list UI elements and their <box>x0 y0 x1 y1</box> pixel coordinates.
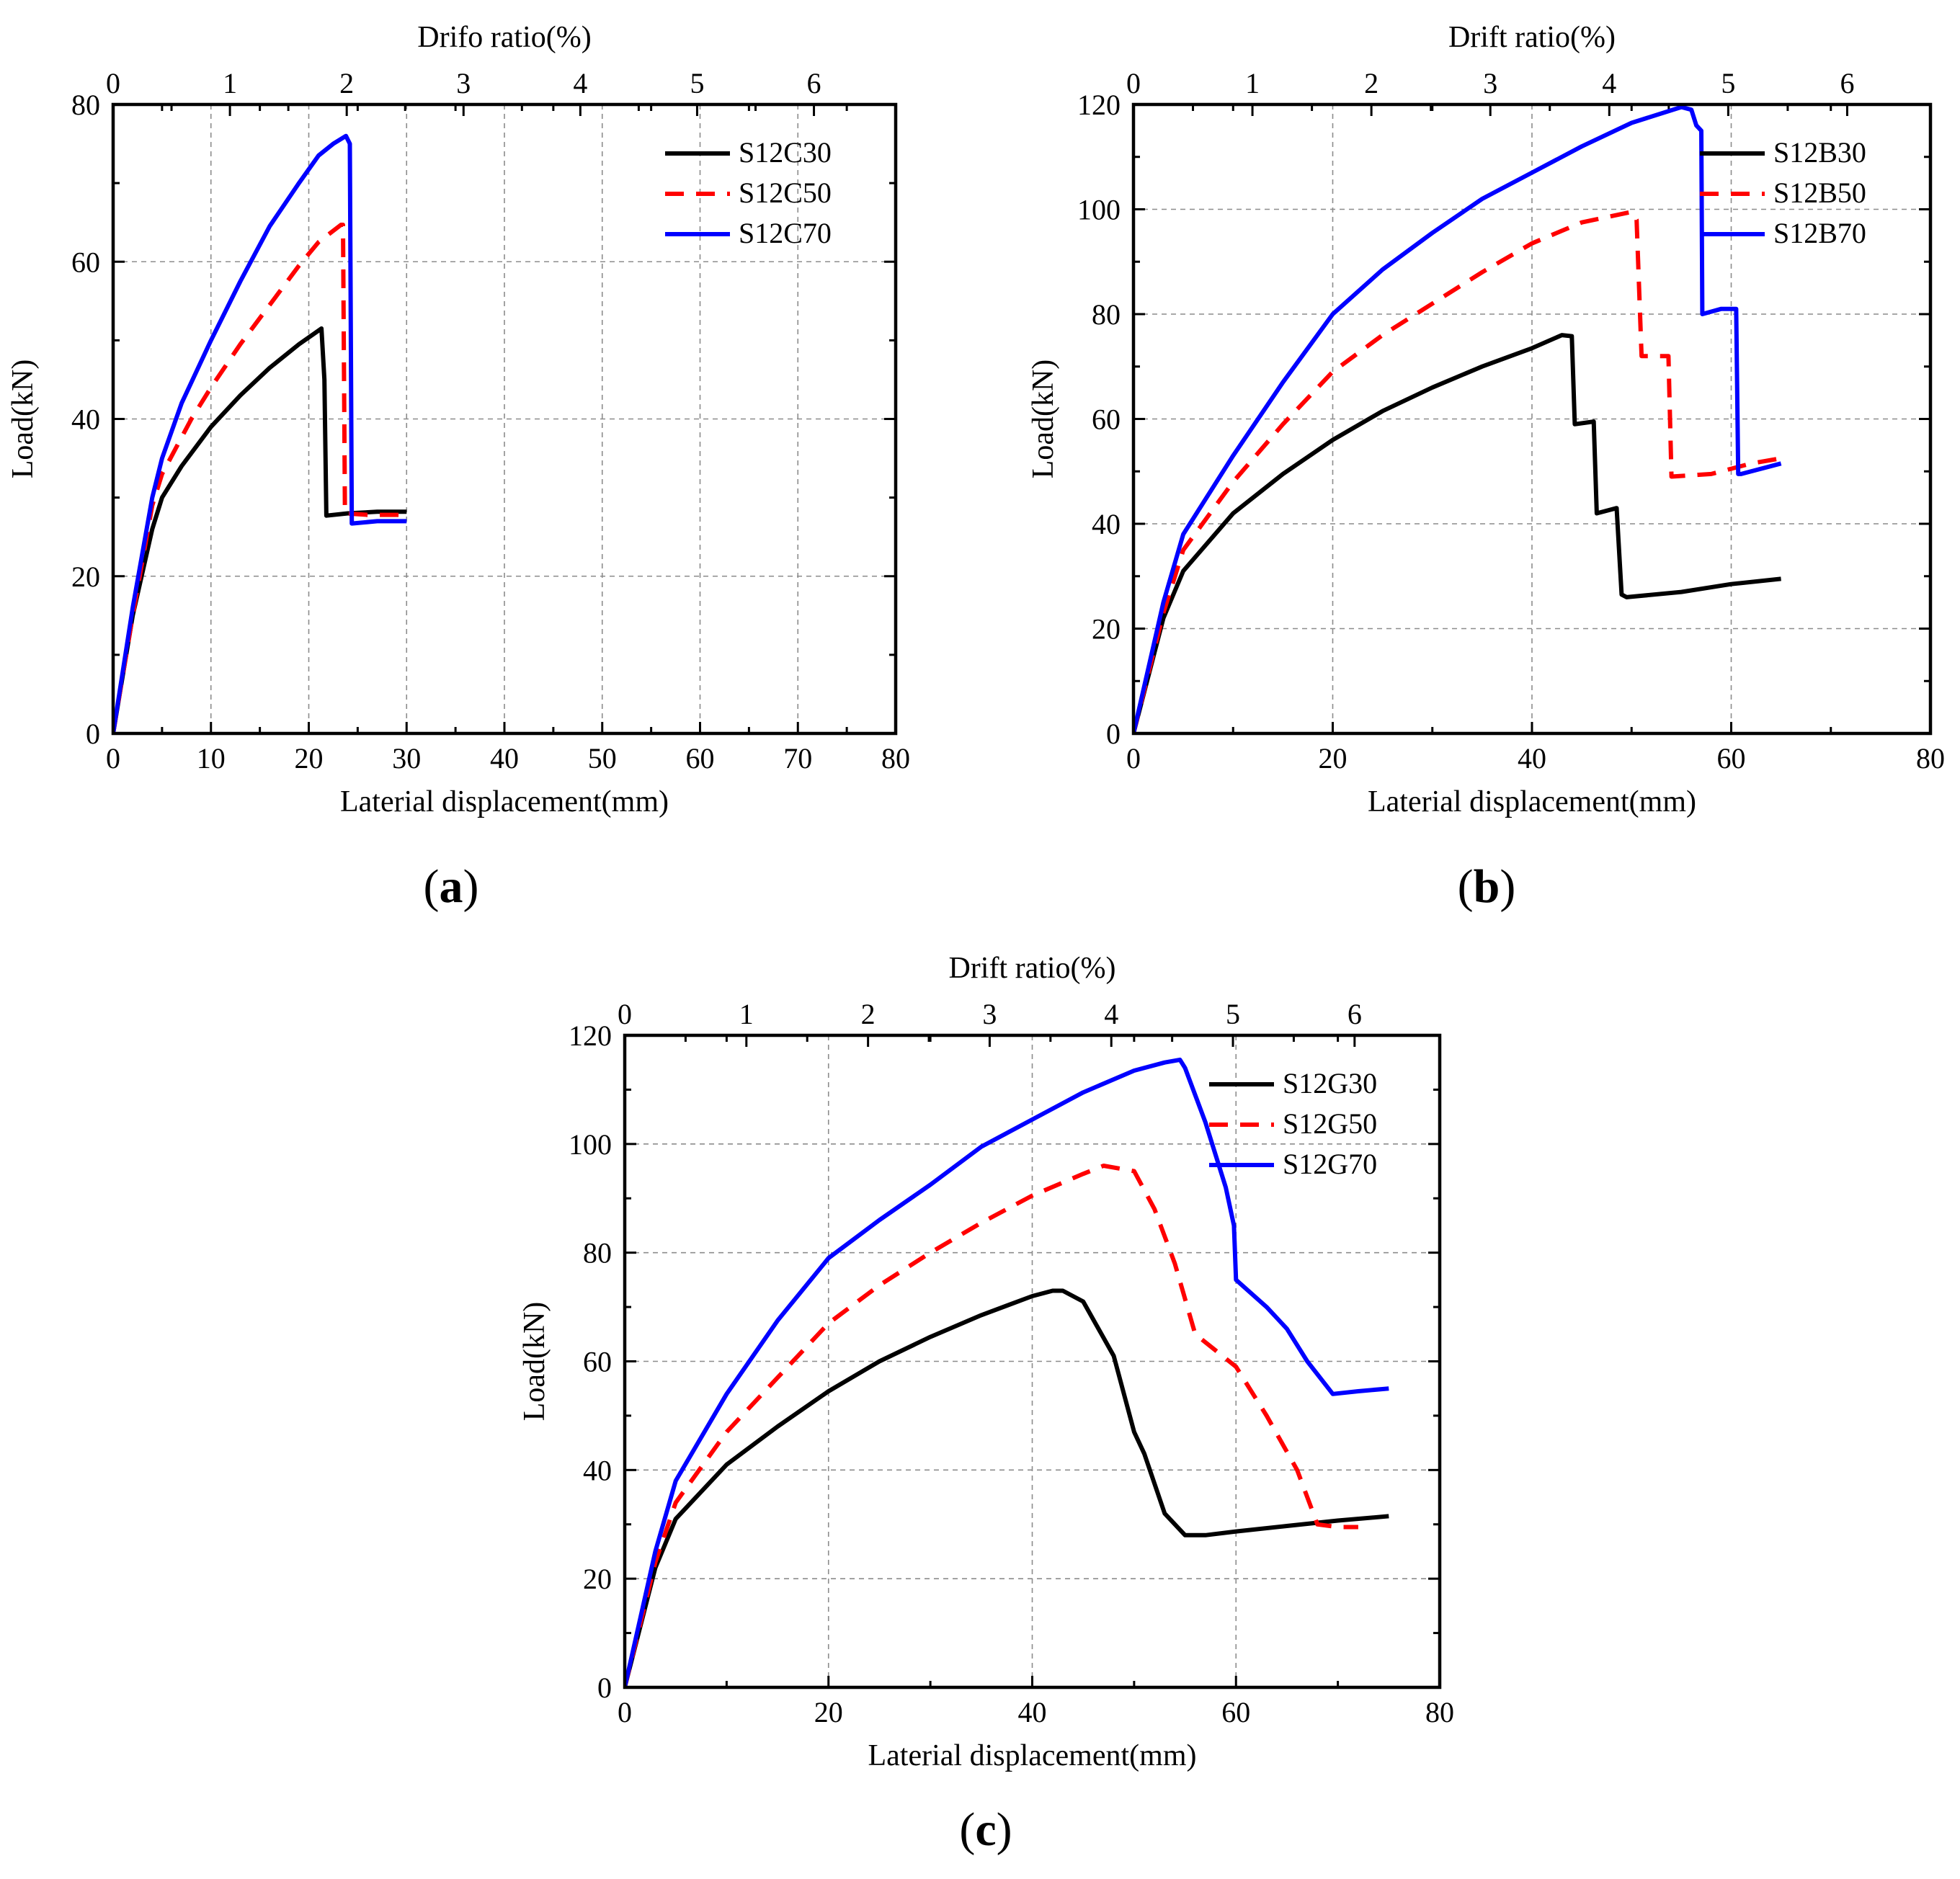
top-x-tick-label: 0 <box>1126 67 1141 99</box>
series-line-s12c50 <box>113 223 407 733</box>
x-tick-label: 60 <box>686 742 715 775</box>
x-axis-title: Laterial displacement(mm) <box>340 785 669 818</box>
x-tick-label: 80 <box>881 742 910 775</box>
y-tick-label: 40 <box>71 403 100 436</box>
series-line-s12g30 <box>625 1288 1389 1687</box>
top-x-axis-title: Drift ratio(%) <box>1448 21 1616 54</box>
top-x-tick-label: 4 <box>1104 998 1118 1030</box>
y-tick-label: 60 <box>71 246 100 278</box>
y-tick-label: 20 <box>583 1563 612 1595</box>
y-axis-title: Load(kN) <box>518 1302 551 1421</box>
legend-label: S12G70 <box>1283 1148 1377 1180</box>
series-group <box>625 1057 1389 1687</box>
legend-label: S12B70 <box>1773 217 1866 249</box>
y-tick-label: 20 <box>71 561 100 593</box>
panel-label: (b) <box>1458 860 1516 913</box>
x-tick-label: 80 <box>1425 1696 1454 1728</box>
top-x-axis-title: Drift ratio(%) <box>948 952 1115 985</box>
y-tick-label: 100 <box>569 1128 612 1161</box>
series-group <box>1133 104 1782 733</box>
series-line-s12b50 <box>1133 210 1782 733</box>
top-x-tick-label: 1 <box>1245 67 1260 99</box>
x-tick-label: 60 <box>1221 1696 1250 1728</box>
top-x-tick-label: 3 <box>456 67 471 99</box>
legend-label: S12B30 <box>1773 136 1866 169</box>
top-x-tick-label: 3 <box>1483 67 1497 99</box>
series-line-s12g50 <box>625 1164 1358 1687</box>
panel-label: (c) <box>959 1803 1012 1856</box>
y-tick-label: 40 <box>1092 508 1121 540</box>
x-tick-label: 10 <box>197 742 226 775</box>
x-tick-label: 80 <box>1916 742 1945 775</box>
top-x-tick-label: 1 <box>739 998 754 1030</box>
legend-label: S12C70 <box>739 217 832 249</box>
x-tick-label: 0 <box>106 742 120 775</box>
y-tick-label: 0 <box>86 718 100 750</box>
top-x-tick-label: 1 <box>223 67 237 99</box>
y-tick-label: 40 <box>583 1454 612 1486</box>
y-tick-label: 60 <box>583 1346 612 1378</box>
series-line-s12g70 <box>625 1057 1389 1687</box>
top-x-tick-label: 2 <box>1364 67 1378 99</box>
y-axis-title: Load(kN) <box>6 360 40 479</box>
top-x-tick-label: 0 <box>618 998 632 1030</box>
y-tick-label: 120 <box>569 1019 612 1052</box>
top-x-tick-label: 5 <box>1721 67 1735 99</box>
x-tick-label: 40 <box>1018 1696 1047 1728</box>
legend-label: S12G30 <box>1283 1067 1377 1099</box>
plot-frame <box>111 102 898 736</box>
x-tick-label: 20 <box>295 742 324 775</box>
y-tick-label: 0 <box>1106 718 1121 750</box>
x-tick-label: 40 <box>1518 742 1546 775</box>
top-x-tick-label: 4 <box>1602 67 1616 99</box>
y-tick-label: 80 <box>1092 298 1121 331</box>
y-tick-label: 20 <box>1092 613 1121 646</box>
legend-label: S12C30 <box>739 136 832 169</box>
x-tick-label: 20 <box>1319 742 1348 775</box>
y-tick-label: 100 <box>1077 194 1121 226</box>
legend-label: S12B50 <box>1773 177 1866 209</box>
x-tick-label: 30 <box>392 742 421 775</box>
y-tick-label: 120 <box>1077 89 1121 121</box>
x-tick-label: 50 <box>588 742 617 775</box>
series-line-s12c30 <box>113 326 407 733</box>
x-axis-title: Laterial displacement(mm) <box>868 1739 1197 1772</box>
plot-frame <box>1131 102 1933 736</box>
series-line-s12b70 <box>1133 104 1782 733</box>
top-x-tick-label: 3 <box>982 998 997 1030</box>
top-x-tick-label: 6 <box>807 67 821 99</box>
y-axis-title: Load(kN) <box>1027 360 1060 479</box>
top-x-tick-label: 0 <box>106 67 120 99</box>
top-x-tick-label: 6 <box>1840 67 1854 99</box>
y-tick-label: 80 <box>71 89 100 121</box>
series-line-s12c70 <box>113 133 407 733</box>
x-tick-label: 60 <box>1717 742 1746 775</box>
x-tick-label: 0 <box>1126 742 1141 775</box>
y-tick-label: 80 <box>583 1237 612 1269</box>
y-tick-label: 60 <box>1092 403 1121 436</box>
top-x-axis-title: Drifo ratio(%) <box>417 21 591 54</box>
x-tick-label: 70 <box>783 742 812 775</box>
top-x-tick-label: 4 <box>573 67 587 99</box>
series-group <box>113 133 407 733</box>
top-x-tick-label: 6 <box>1348 998 1362 1030</box>
top-x-tick-label: 2 <box>339 67 354 99</box>
top-x-tick-label: 5 <box>690 67 704 99</box>
y-tick-label: 0 <box>597 1672 612 1704</box>
x-axis-title: Laterial displacement(mm) <box>1368 785 1696 818</box>
legend-label: S12C50 <box>739 177 832 209</box>
top-x-tick-label: 5 <box>1226 998 1240 1030</box>
panel-label: (a) <box>424 860 479 913</box>
x-tick-label: 0 <box>618 1696 632 1728</box>
x-tick-label: 20 <box>814 1696 843 1728</box>
series-line-s12b30 <box>1133 333 1781 733</box>
top-x-tick-label: 2 <box>861 998 876 1030</box>
plot-frame <box>623 1033 1442 1690</box>
legend-label: S12G50 <box>1283 1107 1377 1140</box>
x-tick-label: 40 <box>490 742 519 775</box>
